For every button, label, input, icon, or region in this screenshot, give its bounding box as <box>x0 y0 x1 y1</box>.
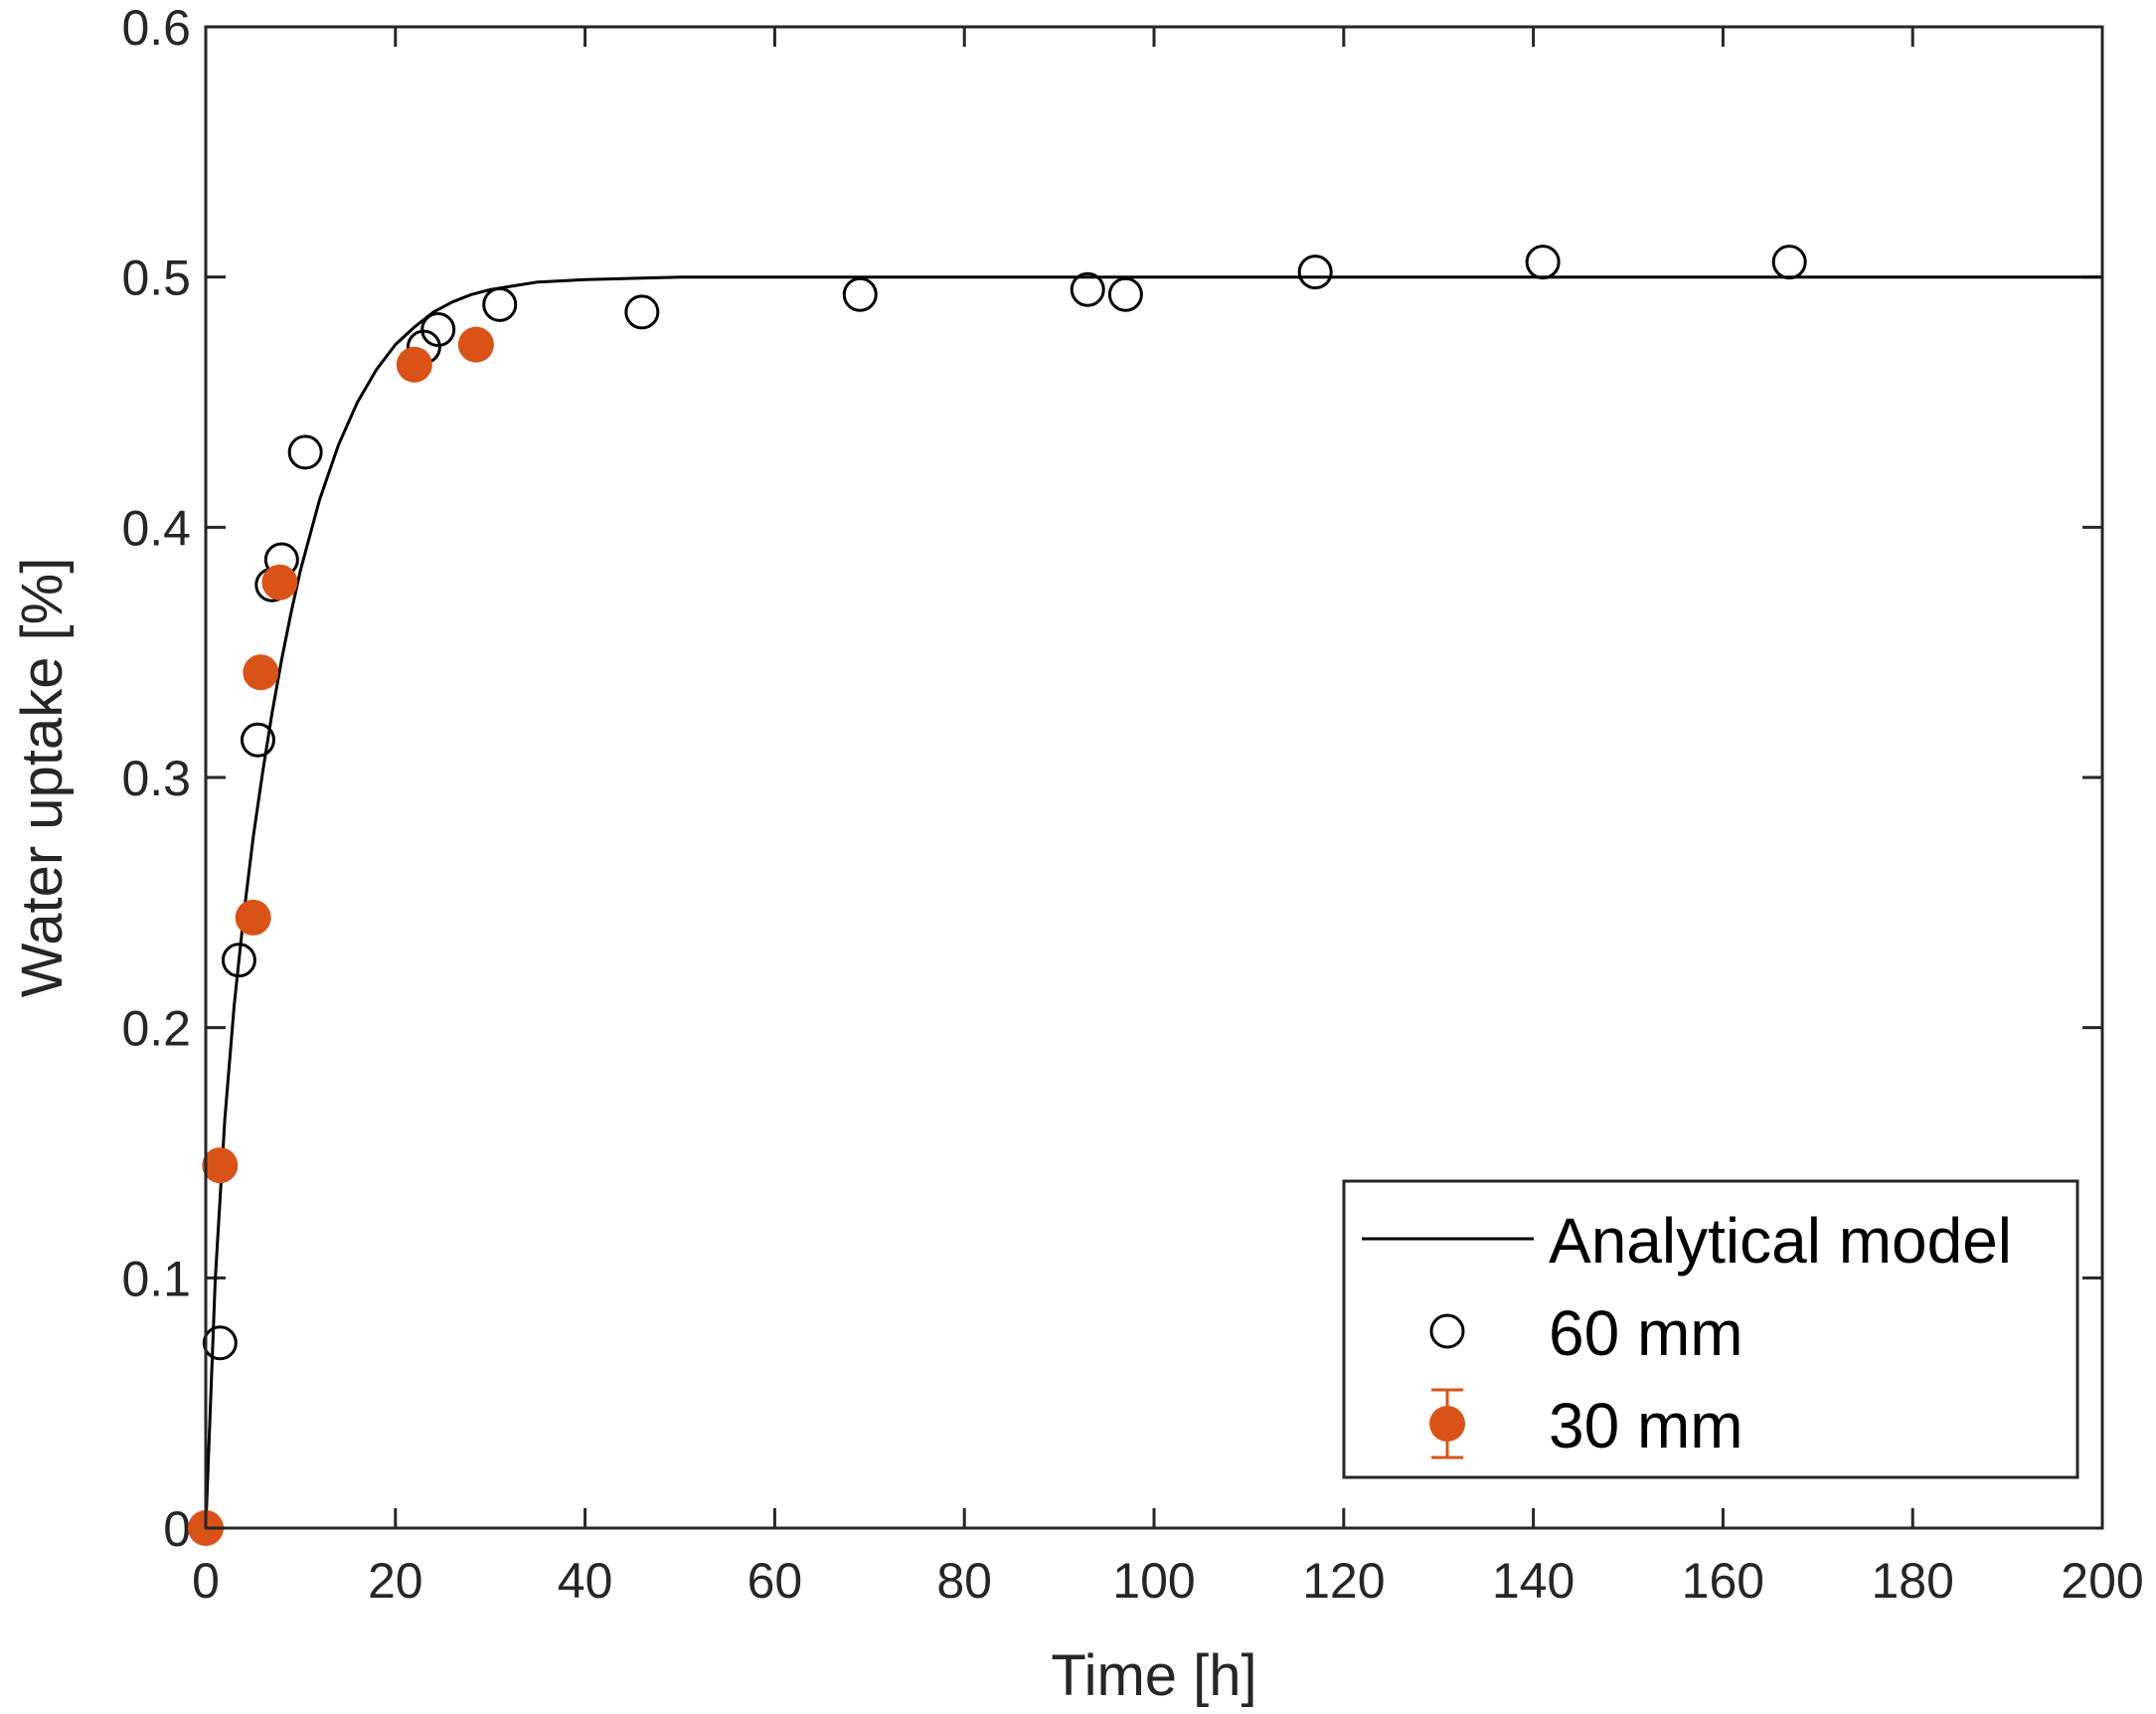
x-tick-label: 60 <box>747 1553 803 1609</box>
data-point-60mm <box>1297 255 1333 290</box>
y-tick-label: 0 <box>163 1501 191 1557</box>
x-tick-label: 40 <box>558 1553 613 1609</box>
x-tick-label: 180 <box>1871 1553 1953 1609</box>
y-axis-ticks: 0 0.1 0.2 0.3 0.4 0.5 0.6 <box>121 0 2102 1557</box>
y-tick-label: 0.1 <box>121 1251 191 1306</box>
data-point-30mm <box>261 564 298 600</box>
data-point-30mm <box>457 326 494 363</box>
x-tick-label: 140 <box>1492 1553 1575 1609</box>
data-point-30mm <box>235 899 271 936</box>
y-tick-label: 0.6 <box>121 0 191 56</box>
series-layer <box>188 245 2102 1546</box>
x-tick-label: 0 <box>192 1553 220 1609</box>
series-line-analytical-model <box>204 275 2102 1529</box>
x-axis-ticks: 0 20 40 60 80 100 120 140 160 180 200 <box>192 27 2144 1609</box>
x-tick-label: 200 <box>2061 1553 2143 1609</box>
legend-label-30mm: 30 mm <box>1549 1390 1743 1461</box>
data-point-60mm <box>240 722 275 758</box>
data-point-60mm <box>1107 276 1143 312</box>
data-point-30mm <box>243 654 279 691</box>
legend-box <box>1342 1179 2079 1479</box>
data-point-60mm <box>287 434 323 470</box>
legend: Analytical model 60 mm 30 mm <box>1342 1179 2079 1479</box>
data-point-60mm <box>221 943 256 978</box>
data-point-60mm <box>1070 271 1105 307</box>
data-point-60mm <box>482 286 518 322</box>
y-tick-label: 0.5 <box>121 251 191 306</box>
data-point-30mm <box>396 346 432 383</box>
x-axis-label: Time [h] <box>1051 1643 1256 1708</box>
legend-marker-60mm <box>1429 1313 1465 1349</box>
legend-label-analytical-model: Analytical model <box>1549 1205 2012 1277</box>
legend-marker-30mm <box>1429 1406 1465 1442</box>
y-tick-label: 0.3 <box>121 751 191 806</box>
data-point-60mm <box>1525 245 1561 280</box>
data-point-60mm <box>202 1325 238 1361</box>
data-point-60mm <box>420 312 456 348</box>
x-tick-label: 160 <box>1682 1553 1764 1609</box>
y-axis-label: Water uptake [%] <box>10 558 75 998</box>
data-point-60mm <box>1771 245 1807 280</box>
x-tick-label: 20 <box>368 1553 423 1609</box>
x-tick-label: 100 <box>1112 1553 1195 1609</box>
y-tick-label: 0.2 <box>121 1001 191 1057</box>
x-tick-label: 120 <box>1302 1553 1385 1609</box>
x-tick-label: 80 <box>936 1553 992 1609</box>
data-point-60mm <box>624 294 660 330</box>
plot-frame <box>204 25 2104 1530</box>
data-point-30mm <box>202 1147 239 1184</box>
legend-label-60mm: 60 mm <box>1549 1297 1743 1369</box>
y-tick-label: 0.4 <box>121 500 191 556</box>
data-point-60mm <box>842 276 878 312</box>
